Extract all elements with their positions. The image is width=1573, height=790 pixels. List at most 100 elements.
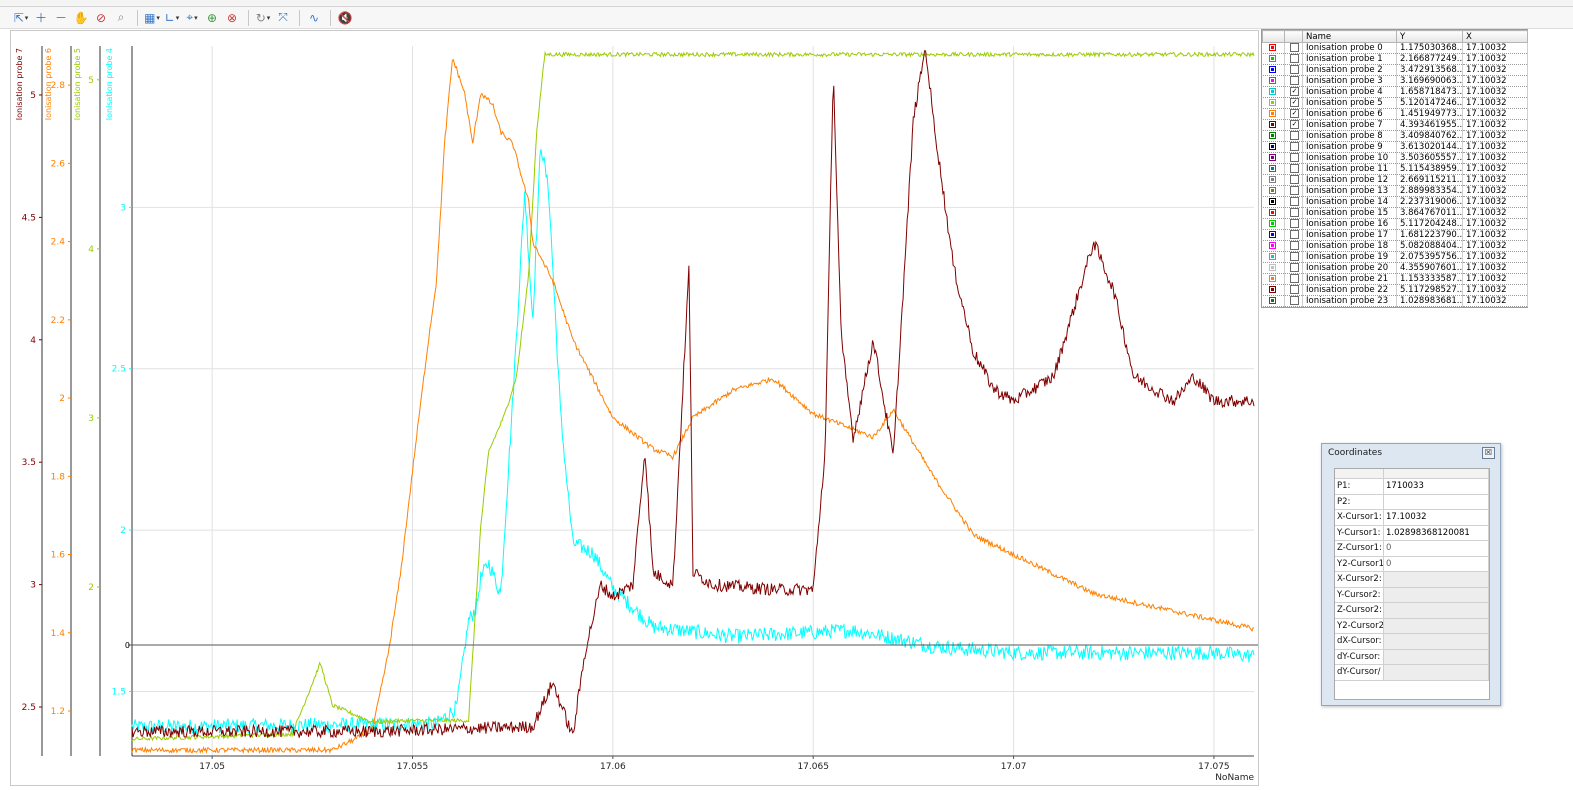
- plot-area[interactable]: 2.5 3 3.5 4 4.5 5 Ionisation probe 7 1.2 1.4 1.6 1…: [10, 30, 1259, 786]
- legend-row[interactable]: Ionisation probe 16 5.117204248... 17.1003…: [1262, 218, 1528, 230]
- legend-row[interactable]: Ionisation probe 22 5.117298527... 17.1003…: [1262, 284, 1528, 296]
- coordinates-value[interactable]: 1710033: [1383, 478, 1489, 495]
- curve-fit-icon[interactable]: ∿: [308, 10, 320, 25]
- legend-color-cell[interactable]: [1262, 152, 1285, 164]
- legend-row[interactable]: ✓ Ionisation probe 7 4.393461955... 17.1003…: [1262, 119, 1528, 131]
- legend-row[interactable]: Ionisation probe 12 2.669115211... 17.1003…: [1262, 174, 1528, 186]
- legend-check-cell[interactable]: [1284, 42, 1303, 54]
- color-swatch-icon[interactable]: [1268, 99, 1276, 106]
- color-swatch-icon[interactable]: [1268, 77, 1276, 84]
- legend-color-cell[interactable]: [1262, 229, 1285, 241]
- legend-row[interactable]: Ionisation probe 2 3.472913568... 17.10032: [1262, 64, 1528, 76]
- visibility-checkbox[interactable]: ✓: [1290, 120, 1299, 129]
- legend-check-cell[interactable]: [1284, 64, 1303, 76]
- trace-icon[interactable]: ↻ ▾: [255, 10, 271, 25]
- visibility-checkbox[interactable]: ✓: [1290, 98, 1299, 107]
- legend-row[interactable]: Ionisation probe 18 5.082088404... 17.1003…: [1262, 240, 1528, 252]
- legend-color-cell[interactable]: [1262, 42, 1285, 54]
- visibility-checkbox[interactable]: [1290, 43, 1299, 52]
- legend-row[interactable]: Ionisation probe 1 2.166877249... 17.10032: [1262, 53, 1528, 65]
- series-line[interactable]: [131, 50, 1255, 742]
- legend-check-cell[interactable]: [1284, 196, 1303, 208]
- legend-color-cell[interactable]: [1262, 53, 1285, 65]
- visibility-checkbox[interactable]: [1290, 164, 1299, 173]
- cursor-icon[interactable]: ⌖ ▾: [186, 10, 198, 24]
- axis-icon[interactable]: ∟ ▾: [164, 10, 180, 25]
- legend-header-name[interactable]: Name: [1302, 30, 1397, 43]
- legend-row[interactable]: Ionisation probe 14 2.237319006... 17.1003…: [1262, 196, 1528, 208]
- visibility-checkbox[interactable]: [1290, 76, 1299, 85]
- remove-marker-icon[interactable]: ⊗: [226, 10, 238, 25]
- visibility-checkbox[interactable]: [1290, 54, 1299, 63]
- color-swatch-icon[interactable]: [1268, 55, 1276, 62]
- legend-color-cell[interactable]: [1262, 97, 1285, 109]
- color-swatch-icon[interactable]: [1268, 44, 1276, 51]
- color-swatch-icon[interactable]: [1268, 220, 1276, 227]
- legend-check-cell[interactable]: [1284, 174, 1303, 186]
- chart-layout-icon[interactable]: ▦ ▾: [144, 10, 160, 25]
- legend-color-cell[interactable]: [1262, 119, 1285, 131]
- legend-row[interactable]: ✓ Ionisation probe 5 5.120147246... 17.1003…: [1262, 97, 1528, 109]
- add-marker-icon[interactable]: ⊕: [206, 10, 218, 25]
- series-line[interactable]: [131, 58, 1255, 755]
- color-swatch-icon[interactable]: [1268, 121, 1276, 128]
- coordinates-value[interactable]: [1383, 649, 1489, 665]
- color-swatch-icon[interactable]: [1268, 275, 1276, 282]
- legend-color-cell[interactable]: [1262, 284, 1285, 296]
- legend-color-cell[interactable]: [1262, 185, 1285, 197]
- color-swatch-icon[interactable]: [1268, 253, 1276, 260]
- legend-check-cell[interactable]: [1284, 163, 1303, 175]
- coordinates-window[interactable]: Coordinates ☒ P1: 1710033 P2: X-Cursor1: 17.…: [1321, 443, 1501, 706]
- legend-check-cell[interactable]: [1284, 207, 1303, 219]
- legend-check-cell[interactable]: [1284, 240, 1303, 252]
- zoom-reset-icon[interactable]: ⊘: [95, 10, 107, 25]
- color-swatch-icon[interactable]: [1268, 165, 1276, 172]
- legend-row[interactable]: Ionisation probe 3 3.169690063... 17.10032: [1262, 75, 1528, 87]
- coordinates-value[interactable]: [1383, 602, 1489, 619]
- legend-row[interactable]: Ionisation probe 13 2.889983354... 17.1003…: [1262, 185, 1528, 197]
- legend-row[interactable]: ✓ Ionisation probe 4 1.658718473... 17.1003…: [1262, 86, 1528, 98]
- legend-color-cell[interactable]: [1262, 130, 1285, 142]
- legend-color-cell[interactable]: [1262, 141, 1285, 153]
- legend-check-cell[interactable]: [1284, 229, 1303, 241]
- legend-color-cell[interactable]: [1262, 163, 1285, 175]
- legend-check-cell[interactable]: [1284, 152, 1303, 164]
- legend-color-cell[interactable]: [1262, 251, 1285, 263]
- legend-row[interactable]: Ionisation probe 17 1.681223790... 17.1003…: [1262, 229, 1528, 241]
- visibility-checkbox[interactable]: [1290, 65, 1299, 74]
- visibility-checkbox[interactable]: [1290, 241, 1299, 250]
- legend-row[interactable]: Ionisation probe 21 1.153333587... 17.1003…: [1262, 273, 1528, 285]
- color-swatch-icon[interactable]: [1268, 110, 1276, 117]
- legend-check-cell[interactable]: [1284, 218, 1303, 230]
- color-swatch-icon[interactable]: [1268, 143, 1276, 150]
- series-lines[interactable]: [131, 50, 1255, 755]
- legend-check-cell[interactable]: [1284, 75, 1303, 87]
- zoom-in-icon[interactable]: ＋: [34, 11, 47, 25]
- legend-check-cell[interactable]: [1284, 262, 1303, 274]
- color-swatch-icon[interactable]: [1268, 286, 1276, 293]
- visibility-checkbox[interactable]: [1290, 197, 1299, 206]
- visibility-checkbox[interactable]: [1290, 208, 1299, 217]
- visibility-checkbox[interactable]: [1290, 142, 1299, 151]
- legend-check-cell[interactable]: ✓: [1284, 86, 1303, 98]
- color-swatch-icon[interactable]: [1268, 176, 1276, 183]
- legend-color-cell[interactable]: [1262, 108, 1285, 120]
- legend-check-cell[interactable]: ✓: [1284, 108, 1303, 120]
- legend-check-cell[interactable]: [1284, 185, 1303, 197]
- legend-row[interactable]: Ionisation probe 23 1.028983681... 17.1003…: [1262, 295, 1528, 307]
- cursor-layer[interactable]: 0: [125, 641, 1258, 650]
- legend-check-cell[interactable]: ✓: [1284, 97, 1303, 109]
- visibility-checkbox[interactable]: ✓: [1290, 87, 1299, 96]
- close-icon[interactable]: ☒: [1482, 447, 1495, 459]
- legend-color-cell[interactable]: [1262, 218, 1285, 230]
- color-swatch-icon[interactable]: [1268, 88, 1276, 95]
- legend-row[interactable]: Ionisation probe 8 3.409840762... 17.10032: [1262, 130, 1528, 142]
- legend-row[interactable]: Ionisation probe 0 1.175030368... 17.10032: [1262, 42, 1528, 54]
- legend-color-cell[interactable]: [1262, 262, 1285, 274]
- coordinates-value[interactable]: 1.02898368120081: [1383, 525, 1489, 541]
- coordinates-value[interactable]: [1383, 664, 1489, 681]
- visibility-checkbox[interactable]: [1290, 175, 1299, 184]
- visibility-checkbox[interactable]: [1290, 296, 1299, 305]
- legend-color-cell[interactable]: [1262, 273, 1285, 285]
- legend-color-cell[interactable]: [1262, 196, 1285, 208]
